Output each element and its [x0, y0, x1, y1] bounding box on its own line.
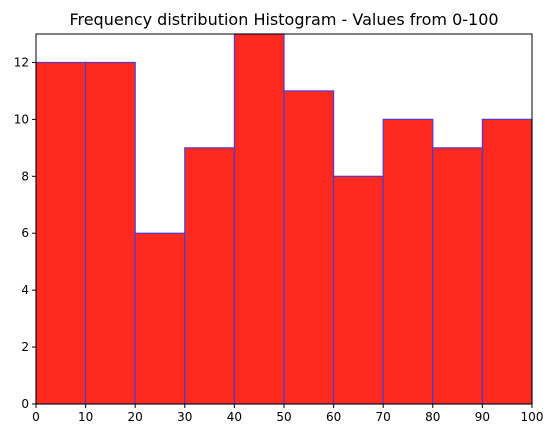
chart-title: Frequency distribution Histogram - Value…: [69, 10, 498, 29]
y-tick-label-4: 8: [21, 169, 29, 183]
x-tick-label-3: 30: [177, 410, 192, 424]
x-tick-label-8: 80: [425, 410, 440, 424]
x-tick-label-5: 50: [276, 410, 291, 424]
histogram-bar-5: [283, 90, 335, 405]
histogram-bar-3: [184, 147, 236, 405]
y-tick-label-6: 12: [14, 55, 29, 69]
axes-group: 0 10 20 30 40 50 60 70 80 90 100 0 2 4 6 8 10 12: [14, 33, 544, 424]
x-tick-label-1: 10: [78, 410, 93, 424]
histogram-bar-9: [481, 118, 533, 405]
histogram-bar-0: [35, 61, 87, 405]
y-tick-label-0: 0: [21, 397, 29, 411]
x-tick-label-2: 20: [128, 410, 143, 424]
histogram-bar-6: [333, 175, 384, 405]
histogram-bar-8: [432, 147, 483, 405]
histogram-bar-7: [382, 118, 434, 405]
y-tick-label-2: 4: [21, 283, 29, 297]
y-tick-label-5: 10: [14, 112, 29, 126]
x-tick-label-0: 0: [32, 410, 40, 424]
x-tick-label-6: 60: [326, 410, 341, 424]
bars-group: [35, 33, 533, 405]
x-tick-label-7: 70: [376, 410, 391, 424]
histogram-bar-4: [233, 33, 285, 405]
x-tick-label-4: 40: [227, 410, 242, 424]
x-tick-label-9: 90: [475, 410, 490, 424]
y-tick-label-1: 2: [21, 340, 29, 354]
y-tick-label-3: 6: [21, 226, 29, 240]
histogram-bar-2: [134, 232, 186, 405]
x-tick-label-10: 100: [521, 410, 544, 424]
histogram-bar-1: [84, 61, 136, 405]
